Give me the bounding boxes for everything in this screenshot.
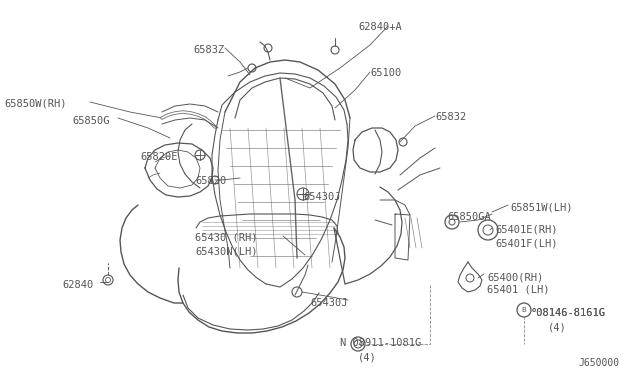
Text: °08146-8161G: °08146-8161G <box>530 308 605 318</box>
Text: 62840+A: 62840+A <box>358 22 402 32</box>
Text: °08146-8161G: °08146-8161G <box>530 308 605 318</box>
Text: 65850W(RH): 65850W(RH) <box>4 98 67 108</box>
Text: J650000: J650000 <box>579 358 620 368</box>
Text: 62840: 62840 <box>62 280 93 290</box>
Text: 65430N(LH): 65430N(LH) <box>195 246 257 256</box>
Text: 65430J: 65430J <box>303 192 340 202</box>
Text: 65100: 65100 <box>370 68 401 78</box>
Text: 65430 (RH): 65430 (RH) <box>195 232 257 242</box>
Text: (4): (4) <box>548 322 567 332</box>
Text: 65850GA: 65850GA <box>447 212 491 222</box>
Text: 65850G: 65850G <box>72 116 109 126</box>
Text: 65430J: 65430J <box>310 298 348 308</box>
Text: 65832: 65832 <box>435 112 467 122</box>
Text: 65400(RH): 65400(RH) <box>487 272 543 282</box>
Text: 65401E(RH): 65401E(RH) <box>495 225 557 235</box>
Text: 65820: 65820 <box>195 176 227 186</box>
Text: B: B <box>522 307 526 313</box>
Text: 65401F(LH): 65401F(LH) <box>495 238 557 248</box>
Text: N 08911-1081G: N 08911-1081G <box>340 338 421 348</box>
Text: (4): (4) <box>358 352 377 362</box>
Text: 65401 (LH): 65401 (LH) <box>487 285 550 295</box>
Text: 6583Z: 6583Z <box>193 45 224 55</box>
Text: 65851W(LH): 65851W(LH) <box>510 202 573 212</box>
Text: 65820E: 65820E <box>140 152 177 162</box>
